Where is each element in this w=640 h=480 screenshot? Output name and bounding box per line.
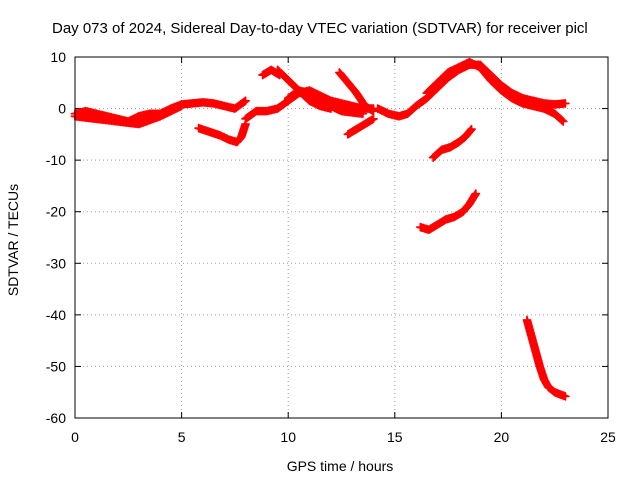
- x-tick-label: 5: [178, 429, 186, 445]
- y-tick-label: -50: [46, 358, 66, 374]
- chart-title: Day 073 of 2024, Sidereal Day-to-day VTE…: [52, 20, 588, 37]
- data-point: [466, 125, 476, 135]
- y-tick-label: 10: [50, 49, 66, 65]
- data-series: [70, 57, 570, 401]
- x-tick-label: 0: [71, 429, 79, 445]
- x-tick-label: 20: [494, 429, 510, 445]
- x-axis-label: GPS time / hours: [287, 458, 394, 474]
- y-tick-label: -40: [46, 307, 66, 323]
- data-point: [560, 391, 570, 401]
- data-point: [177, 101, 186, 111]
- series-arc-16: [422, 57, 568, 126]
- axis-ticks: 0 5 10 15 20 25 -60 -50 -40 -30 -20 -10 0 10: [46, 49, 616, 445]
- series-arc-18: [415, 189, 481, 235]
- x-tick-label: 15: [387, 429, 403, 445]
- x-tick-label: 25: [600, 429, 616, 445]
- y-tick-label: -10: [46, 152, 66, 168]
- y-tick-label: -60: [46, 410, 66, 426]
- series-arc-dip: [194, 119, 250, 147]
- data-point: [369, 114, 378, 124]
- data-point: [560, 99, 570, 108]
- y-axis-label: SDTVAR / TECUs: [5, 184, 21, 296]
- data-point: [557, 116, 567, 125]
- plot-frame: [74, 56, 609, 419]
- series-arc-12: [283, 86, 368, 119]
- data-point: [358, 109, 368, 119]
- series-arc-14: [343, 114, 378, 139]
- series-arc-13: [334, 68, 378, 116]
- series-arc-main-2: [70, 101, 186, 129]
- x-tick-label: 10: [280, 429, 296, 445]
- series-arc-21: [522, 315, 570, 401]
- y-tick-label: 0: [58, 101, 66, 117]
- series-arc-17: [428, 124, 476, 162]
- data-point: [241, 96, 250, 106]
- data-point: [558, 117, 568, 126]
- data-point: [471, 189, 481, 199]
- y-tick-label: -20: [46, 204, 66, 220]
- y-tick-label: -30: [46, 255, 66, 271]
- data-point: [467, 124, 476, 134]
